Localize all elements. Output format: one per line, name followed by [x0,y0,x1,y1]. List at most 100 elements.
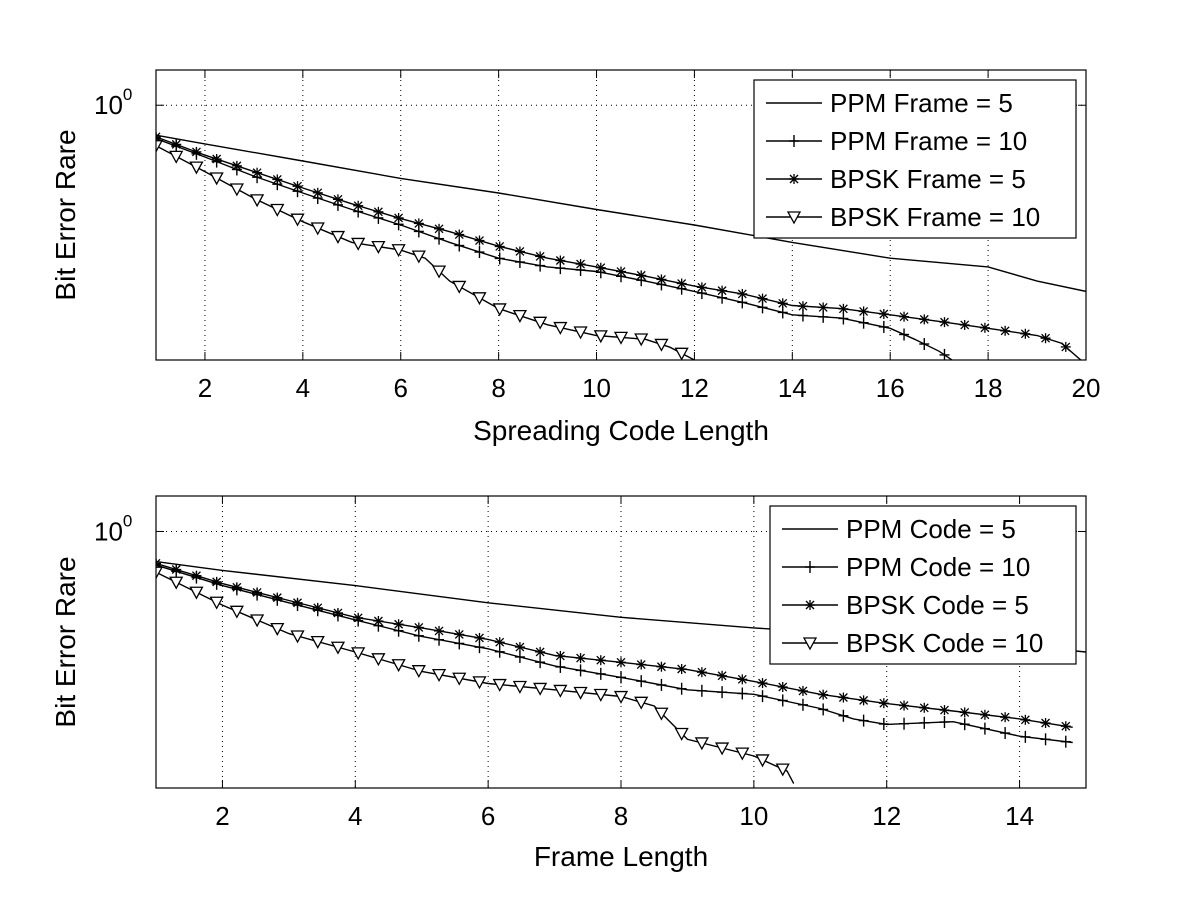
series-marker-2 [232,582,242,592]
legend-entry-2: BPSK Code = 5 [846,590,1029,620]
series-marker-2 [818,302,828,312]
series-marker-3 [209,596,224,610]
series-marker-2 [838,304,848,314]
series-marker-3 [169,150,184,164]
x-tick-label: 10 [739,801,768,831]
series-marker-3 [391,659,406,673]
y-tick-exponent: 0 [123,85,132,104]
series-marker-2 [191,147,201,157]
series-marker-3 [492,303,507,317]
series-marker-2 [576,653,586,663]
series-marker-2 [980,710,990,720]
series-marker-3 [351,237,366,251]
series-marker-2 [677,664,687,674]
series-marker-2 [1041,718,1051,728]
series-marker-2 [818,690,828,700]
series-marker-2 [212,154,222,164]
y-tick-label: 100 [94,511,132,546]
series-marker-2 [156,135,161,142]
x-tick-label: 10 [582,373,611,403]
series-marker-3 [755,754,770,768]
series-marker-2 [940,705,949,715]
series-marker-3 [351,647,366,661]
x-tick-label: 20 [1072,373,1101,403]
x-tick-label: 18 [974,373,1003,403]
series-marker-2 [778,682,788,692]
series-marker-3 [290,213,305,227]
series-marker-3 [209,172,224,186]
legend-marker-2 [789,174,799,184]
series-marker-3 [512,680,528,694]
series-marker-3 [553,321,568,335]
series-marker-3 [533,682,548,696]
series-marker-2 [454,230,464,239]
series-line-0 [156,134,1086,293]
series-marker-3 [411,250,426,264]
series-marker-3 [371,653,386,667]
series-marker-2 [515,642,525,652]
series-marker-2 [737,289,747,299]
x-tick-label: 4 [348,801,362,831]
series-marker-2 [879,309,889,319]
series-marker-3 [391,244,406,258]
series-marker-2 [616,657,626,667]
series-marker-3 [452,672,467,686]
legend-entry-1: PPM Code = 10 [846,552,1030,582]
series-marker-2 [293,181,302,191]
series-marker-2 [394,619,404,629]
series-marker-2 [919,314,929,324]
series-marker-3 [573,326,588,340]
series-marker-2 [1041,333,1051,343]
series-marker-2 [697,282,707,292]
legend: PPM Code = 5 PPM Code = 10 BPSK Code = 5 BP… [769,505,1077,665]
series-marker-2 [515,246,525,256]
series-marker-2 [677,279,687,288]
legend-box [769,505,1077,665]
series-marker-3 [330,641,346,655]
series-marker-2 [899,701,909,711]
series-marker-2 [899,312,909,322]
series-marker-3 [411,665,426,679]
series-marker-3 [156,140,164,154]
series-marker-2 [353,613,363,623]
series-marker-3 [654,707,669,721]
series-marker-3 [472,292,487,306]
legend-entry-2: BPSK Frame = 5 [830,164,1026,194]
series-marker-2 [737,674,747,684]
axes-box [155,69,1087,361]
series-marker-2 [656,662,666,672]
x-tick-label: 2 [198,373,212,403]
series-marker-2 [616,267,626,277]
series-marker-2 [252,168,262,178]
series-marker-2 [1020,329,1030,339]
series-marker-2 [879,698,889,708]
series-marker-3 [371,240,386,254]
series-marker-2 [156,558,161,565]
series-marker-2 [171,139,181,149]
series-marker-2 [252,587,262,597]
series-marker-2 [980,323,990,333]
series-marker-2 [717,671,727,681]
series-marker-2 [414,218,424,228]
x-tick-label: 14 [1005,801,1034,831]
series-marker-2 [191,571,201,581]
series-marker-3 [189,586,204,600]
series-marker-3 [452,280,467,294]
series-marker-3 [290,630,305,644]
series-marker-2 [758,678,767,688]
x-tick-label: 4 [296,373,310,403]
series-marker-3 [613,690,629,704]
series-marker-2 [475,633,484,643]
series-group [156,131,1086,360]
series-marker-2 [156,132,161,138]
legend-entry-3: BPSK Code = 10 [846,628,1043,658]
series-marker-2 [495,242,505,251]
legend-entry-1: PPM Frame = 10 [830,126,1027,156]
series-marker-3 [330,230,346,244]
series-marker-2 [414,623,424,632]
series-marker-2 [535,251,545,261]
x-tick-label: 12 [680,373,709,403]
x-tick-label: 16 [876,373,905,403]
